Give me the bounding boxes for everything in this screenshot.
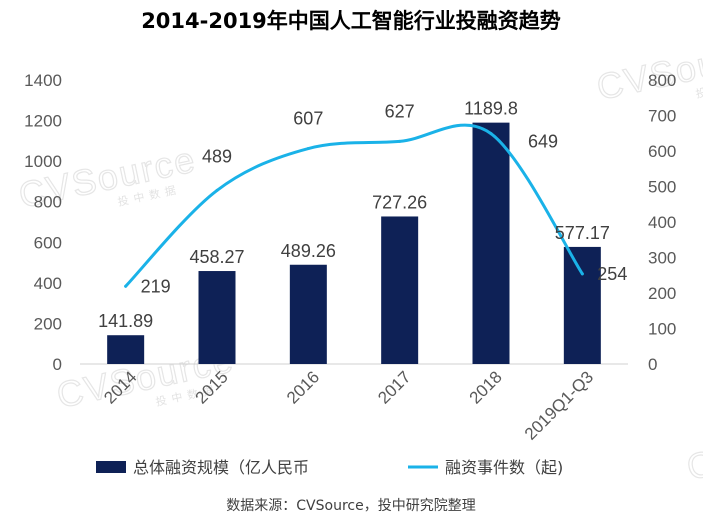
bar [563, 246, 601, 364]
legend-bar-swatch [96, 461, 126, 473]
bar-series [107, 122, 601, 365]
right-tick-label: 300 [648, 249, 676, 268]
legend-bar-label: 总体融资规模（亿人民币 [133, 458, 309, 477]
bar [107, 335, 145, 364]
right-tick-label: 400 [648, 213, 676, 232]
right-axis: 0 100 200 300 400 500 600 700 800 [648, 71, 676, 374]
right-tick-label: 700 [648, 107, 676, 126]
line-data-label: 254 [597, 264, 627, 284]
right-tick-label: 500 [648, 178, 676, 197]
bar [289, 264, 327, 364]
bar-data-label: 1189.8 [464, 99, 518, 119]
x-tick-label: 2019Q1-Q3 [521, 367, 597, 443]
x-tick-label: 2017 [374, 367, 414, 407]
legend-line-label: 融资事件数（起) [445, 458, 563, 477]
bar [472, 122, 510, 365]
line-labels: 219 489 607 627 649 254 [141, 101, 628, 296]
watermark-brand: CVSource [683, 410, 703, 488]
right-tick-label: 200 [648, 284, 676, 303]
bar-data-label: 727.26 [372, 192, 427, 212]
line-data-label: 627 [385, 101, 415, 121]
left-tick-label: 1400 [24, 71, 62, 90]
chart-title: 2014-2019年中国人工智能行业投融资趋势 [141, 9, 561, 33]
line-point [215, 188, 219, 192]
left-tick-label: 600 [34, 233, 62, 252]
line-data-label: 489 [202, 146, 232, 166]
line-point [124, 284, 128, 288]
left-tick-label: 200 [34, 314, 62, 333]
bar-labels: 141.89 458.27 489.26 727.26 1189.8 577.17 [98, 99, 610, 332]
left-tick-label: 400 [34, 274, 62, 293]
left-axis: 0 200 400 600 800 1000 1200 1400 [24, 71, 62, 374]
x-tick-label: 2016 [283, 367, 323, 407]
line-point [398, 139, 402, 143]
bar-data-label: 577.17 [555, 223, 610, 243]
line-data-label: 219 [141, 276, 171, 296]
bar-data-label: 489.26 [281, 241, 336, 261]
left-tick-label: 800 [34, 193, 62, 212]
right-tick-label: 600 [648, 142, 676, 161]
bar [381, 216, 419, 364]
right-tick-label: 100 [648, 320, 676, 339]
left-tick-label: 1000 [24, 152, 62, 171]
right-tick-label: 800 [648, 71, 676, 90]
series-line [124, 123, 584, 288]
bar-data-label: 458.27 [189, 247, 244, 267]
right-tick-label: 0 [648, 355, 657, 374]
line-data-label: 607 [293, 109, 323, 129]
watermark-sub: 投中数据 [694, 74, 703, 101]
bar [198, 271, 236, 364]
left-tick-label: 1200 [24, 112, 62, 131]
line-point [306, 147, 310, 151]
line-point [580, 272, 584, 276]
source-note: 数据来源：CVSource，投中研究院整理 [226, 498, 475, 514]
watermark-brand: CVSource [593, 30, 703, 108]
line-data-label: 649 [528, 132, 558, 152]
x-tick-label: 2018 [466, 367, 506, 407]
legend: 总体融资规模（亿人民币 融资事件数（起) [96, 458, 563, 477]
bar-data-label: 141.89 [98, 311, 153, 331]
line-series [124, 123, 584, 288]
left-tick-label: 0 [53, 355, 62, 374]
line-point [489, 132, 493, 136]
